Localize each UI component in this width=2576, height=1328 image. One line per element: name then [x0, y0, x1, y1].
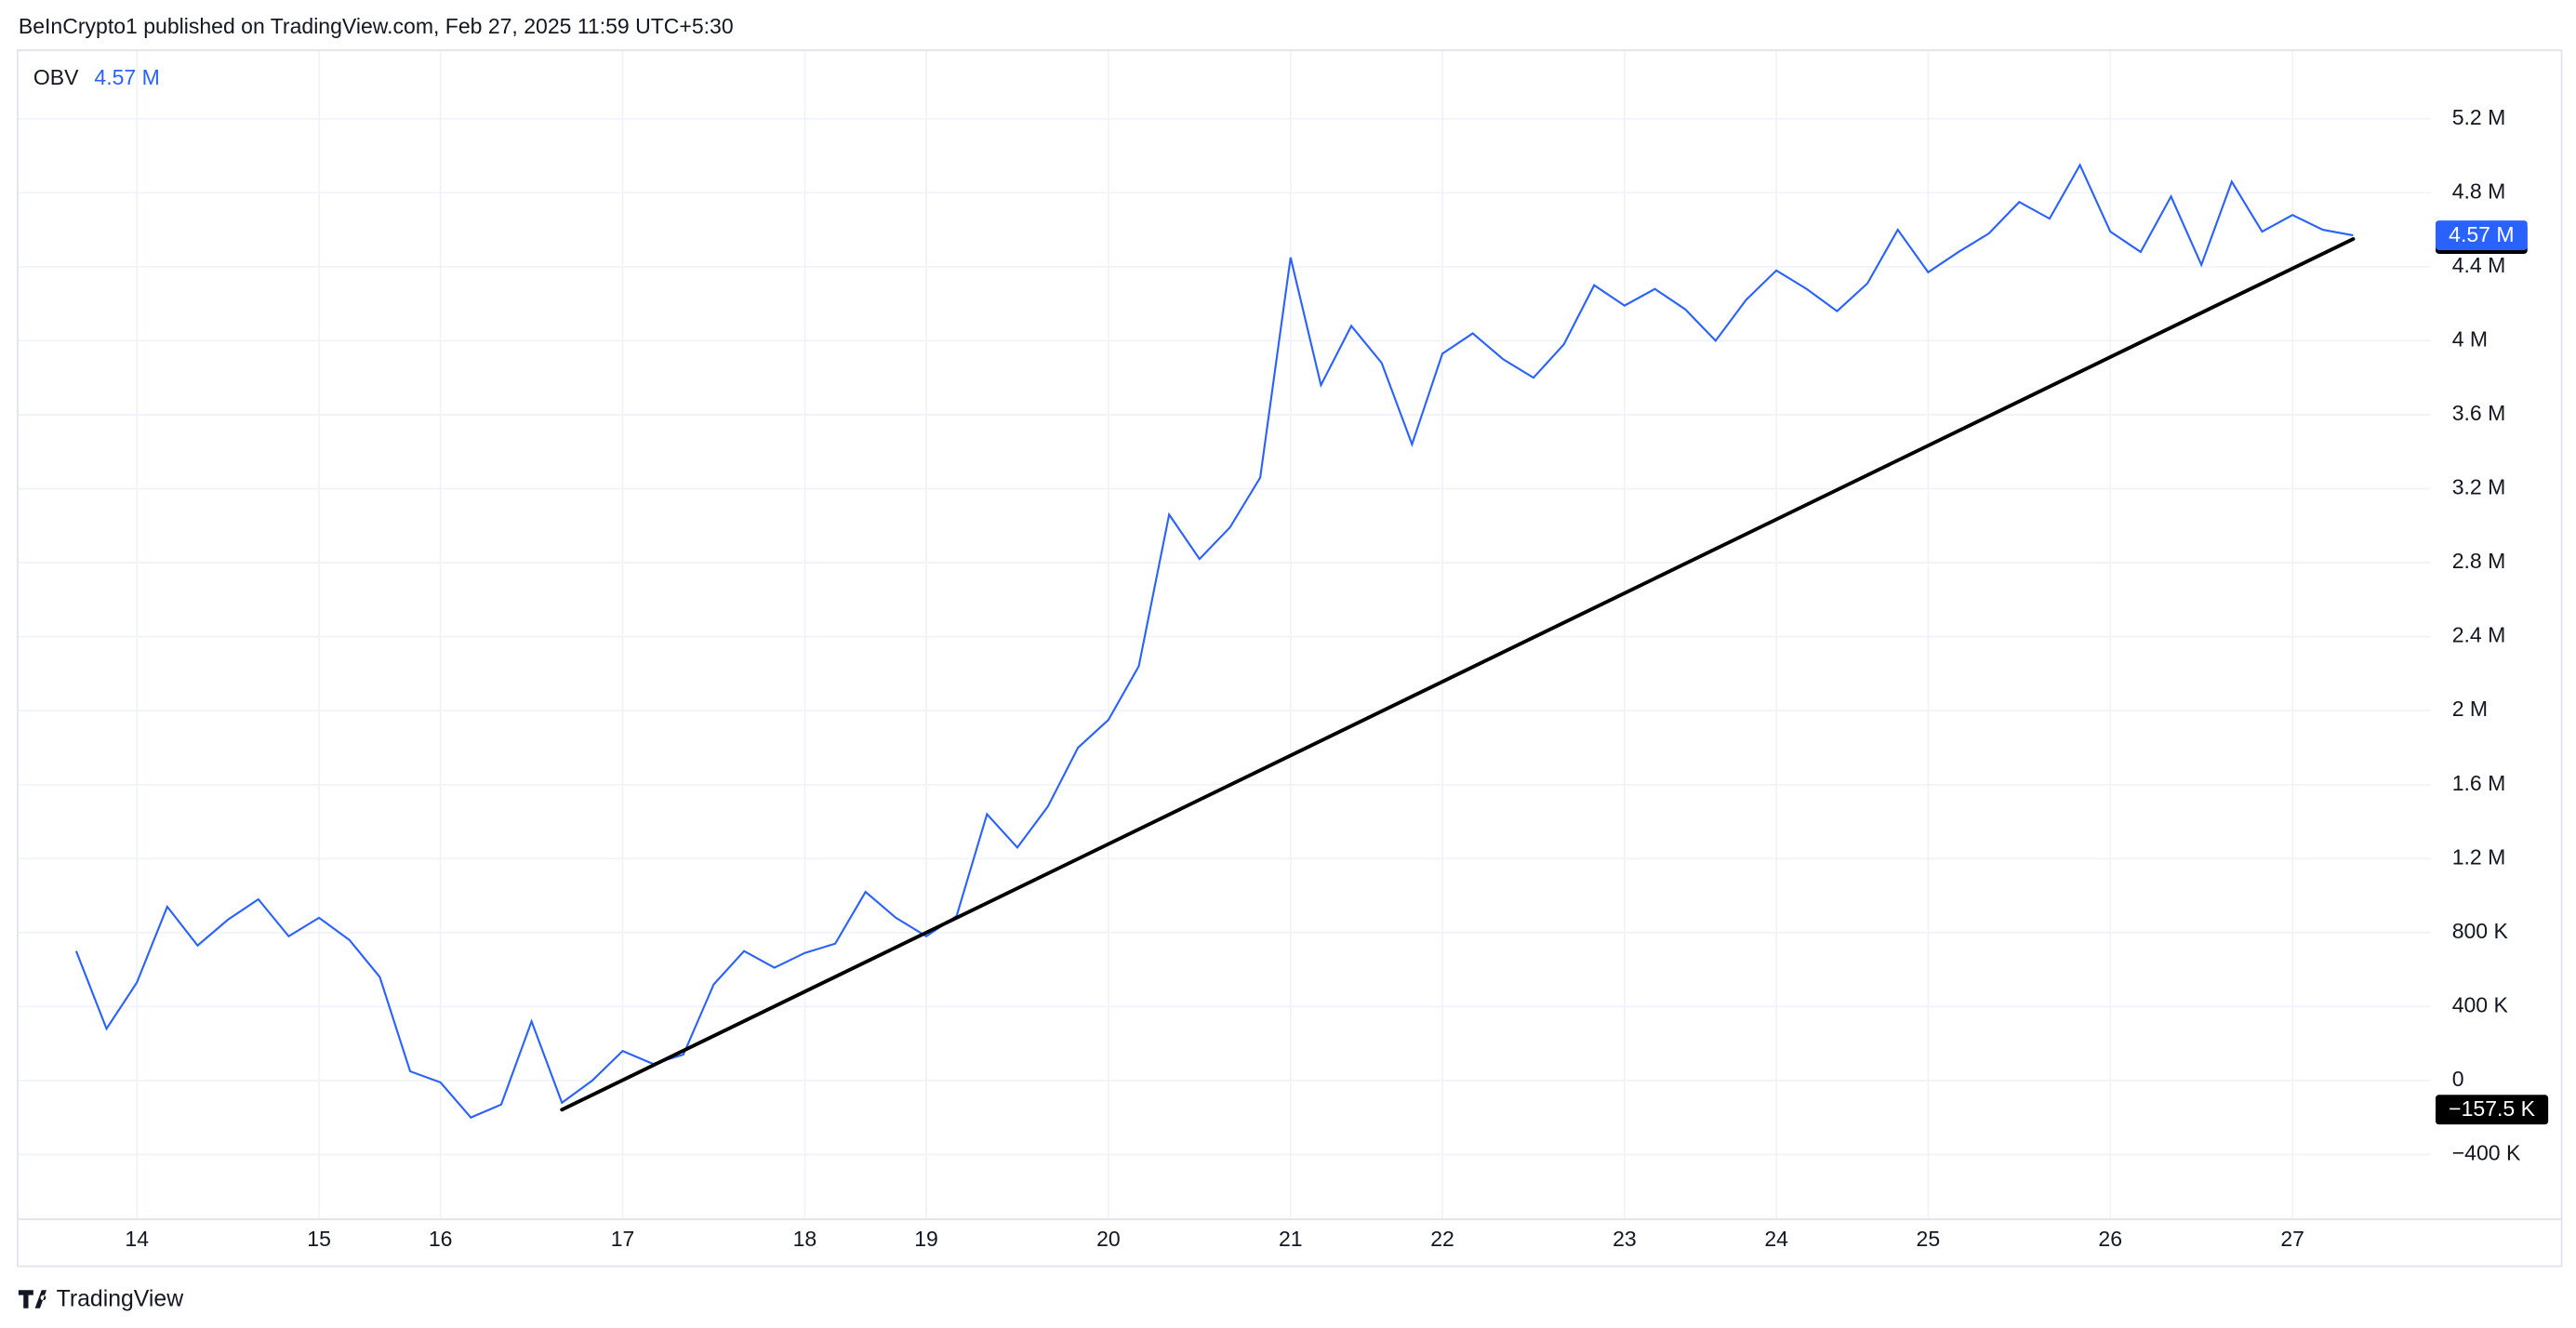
x-tick-label: 14 — [125, 1227, 149, 1251]
y-tick-label: 4 M — [2452, 326, 2488, 351]
y-tick-label: 1.2 M — [2452, 844, 2506, 869]
x-tick-label: 22 — [1430, 1227, 1454, 1251]
y-tick-label: 2.4 M — [2452, 623, 2506, 647]
grid — [18, 50, 2431, 1220]
plot — [74, 163, 2356, 1119]
y-tick-label: 400 K — [2452, 992, 2509, 1016]
trend-start-badge-bg — [2435, 1095, 2549, 1125]
obv-line — [74, 163, 2354, 1119]
y-tick-label: 4.8 M — [2452, 179, 2506, 203]
legend-value: 4.57 M — [94, 65, 159, 89]
x-tick-label: 17 — [611, 1227, 635, 1251]
y-tick-label: 5.2 M — [2452, 105, 2506, 129]
y-tick-label: 0 — [2452, 1067, 2464, 1091]
x-tick-label: 20 — [1096, 1227, 1121, 1251]
y-tick-label: −400 K — [2452, 1141, 2521, 1165]
x-tick-label: 16 — [429, 1227, 453, 1251]
publish-header: BeInCrypto1 published on TradingView.com… — [19, 14, 734, 38]
y-tick-label: 2.8 M — [2452, 549, 2506, 573]
y-tick-label: 800 K — [2452, 919, 2509, 943]
y-tick-label: 1.6 M — [2452, 771, 2506, 795]
x-tick-label: 18 — [793, 1227, 817, 1251]
chart-frame — [17, 49, 2563, 1268]
x-tick-label: 25 — [1917, 1227, 1941, 1251]
y-tick-label: 2 M — [2452, 697, 2488, 721]
x-tick-label: 24 — [1764, 1227, 1788, 1251]
trend-start-badge: −157.5 K — [2449, 1096, 2535, 1121]
last-value-badge: 4.57 M — [2449, 222, 2514, 246]
y-tick-label: 3.2 M — [2452, 475, 2506, 499]
x-tick-label: 15 — [307, 1227, 331, 1251]
brand-logo — [18, 1290, 47, 1308]
brand-name: TradingView — [57, 1286, 184, 1311]
trendline — [560, 237, 2356, 1112]
x-tick-label: 27 — [2280, 1227, 2304, 1251]
last-value-badge-bg — [2435, 220, 2528, 250]
x-tick-label: 19 — [914, 1227, 938, 1251]
y-tick-label: 3.6 M — [2452, 401, 2506, 425]
x-tick-label: 23 — [1613, 1227, 1637, 1251]
legend-name: OBV — [33, 65, 79, 89]
x-tick-label: 26 — [2098, 1227, 2122, 1251]
y-tick-label: 4.4 M — [2452, 253, 2506, 277]
x-tick-label: 21 — [1279, 1227, 1303, 1251]
